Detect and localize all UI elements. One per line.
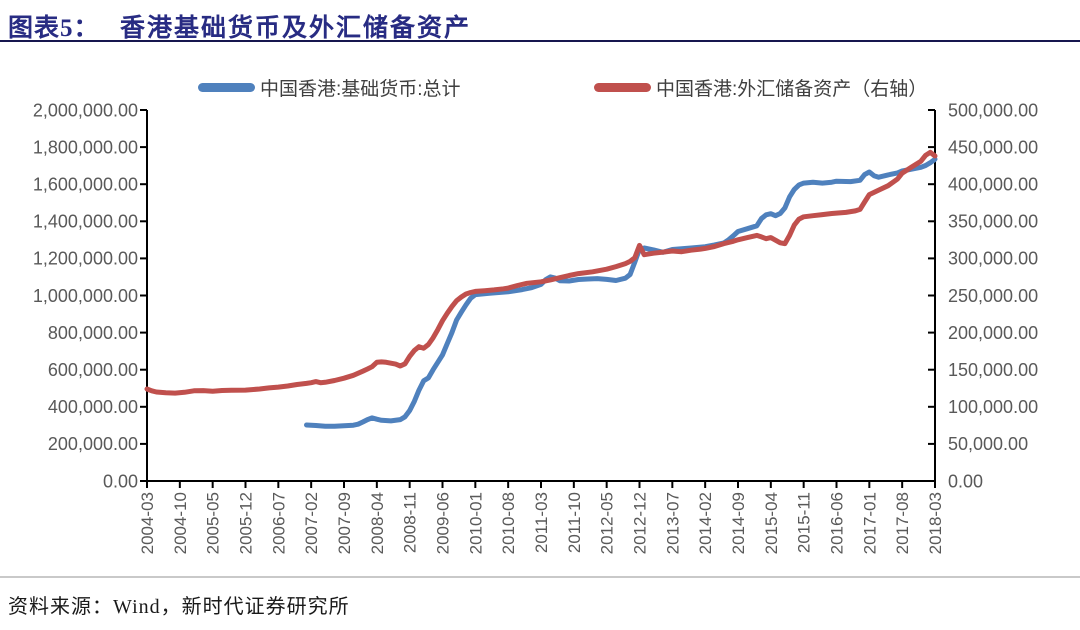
x-axis-tick-label: 2014-09 xyxy=(729,492,748,554)
right-axis-tick-label: 100,000.00 xyxy=(948,397,1038,417)
x-axis-tick-label: 2015-04 xyxy=(762,492,781,554)
legend-label-fx-reserves: 中国香港:外汇储备资产（右轴） xyxy=(656,78,928,100)
x-axis-tick-label: 2007-09 xyxy=(335,492,354,554)
x-axis-tick-label: 2010-01 xyxy=(466,492,485,554)
x-axis-tick-label: 2006-07 xyxy=(269,492,288,554)
right-axis-tick-label: 150,000.00 xyxy=(948,360,1038,380)
right-axis-tick-label: 0.00 xyxy=(948,471,983,491)
x-axis-tick-label: 2008-04 xyxy=(368,492,387,554)
x-axis-tick-label: 2018-03 xyxy=(926,492,945,554)
x-axis-tick-label: 2012-05 xyxy=(598,492,617,554)
page-title: 香港基础货币及外汇储备资产 xyxy=(120,15,472,42)
right-axis-tick-label: 350,000.00 xyxy=(948,212,1038,232)
legend-swatch-blue-icon xyxy=(198,82,255,92)
right-axis-tick-label: 300,000.00 xyxy=(948,249,1038,269)
left-axis-tick-label: 800,000.00 xyxy=(48,323,138,343)
left-axis-tick-label: 0.00 xyxy=(103,471,138,491)
x-axis-tick-label: 2017-01 xyxy=(860,492,879,554)
x-axis-tick-label: 2011-03 xyxy=(532,492,551,553)
right-axis-labels: 500,000.00 450,000.00 400,000.00 350,000.00… xyxy=(928,100,1038,491)
chart-legend: 中国香港:基础货币:总计 中国香港:外汇储备资产（右轴） xyxy=(0,72,1080,102)
legend-item-fx-reserves: 中国香港:外汇储备资产（右轴） xyxy=(594,72,927,102)
x-axis-labels: 2004-03 2004-10 2005-05 2005-12 2006-07 2007-… xyxy=(138,481,945,554)
x-axis-tick-label: 2013-07 xyxy=(663,492,682,554)
left-axis-tick-label: 600,000.00 xyxy=(48,360,138,380)
x-axis-tick-label: 2008-11 xyxy=(401,492,420,553)
right-axis-tick-label: 50,000.00 xyxy=(948,434,1028,454)
x-axis-tick-label: 2015-11 xyxy=(795,492,814,553)
right-axis-tick-label: 450,000.00 xyxy=(948,137,1038,157)
left-axis-labels: 2,000,000.00 1,800,000.00 1,600,000.00 1,40… xyxy=(33,100,147,491)
x-axis-tick-label: 2004-10 xyxy=(171,492,190,554)
right-axis-tick-label: 500,000.00 xyxy=(948,100,1038,120)
x-axis-tick-label: 2016-06 xyxy=(828,492,847,554)
x-axis-tick-label: 2009-06 xyxy=(434,492,453,554)
series-line-fx-reserves xyxy=(144,149,938,396)
series-line-base-money xyxy=(304,156,938,429)
source-note: 资料来源：Wind，新时代证券研究所 xyxy=(8,596,350,618)
right-axis-tick-label: 200,000.00 xyxy=(948,323,1038,343)
x-axis-tick-label: 2005-05 xyxy=(204,492,223,554)
left-axis-tick-label: 1,000,000.00 xyxy=(33,286,138,306)
left-axis-tick-label: 1,800,000.00 xyxy=(33,137,138,157)
left-axis-tick-label: 200,000.00 xyxy=(48,434,138,454)
figure-number: 图表5： xyxy=(8,15,100,42)
x-axis-tick-label: 2014-02 xyxy=(696,492,715,554)
x-axis-tick-label: 2010-08 xyxy=(499,492,518,554)
legend-label-base-money: 中国香港:基础货币:总计 xyxy=(260,78,461,100)
x-axis-tick-label: 2011-10 xyxy=(565,492,584,553)
axes xyxy=(146,110,936,482)
right-axis-tick-label: 250,000.00 xyxy=(948,286,1038,306)
x-axis-tick-label: 2004-03 xyxy=(138,492,157,554)
x-axis-tick-label: 2005-12 xyxy=(237,492,256,554)
left-axis-tick-label: 400,000.00 xyxy=(48,397,138,417)
x-axis-tick-label: 2012-12 xyxy=(631,492,650,554)
right-axis-tick-label: 400,000.00 xyxy=(948,175,1038,195)
left-axis-tick-label: 2,000,000.00 xyxy=(33,100,138,120)
legend-swatch-red-icon xyxy=(594,82,651,92)
legend-item-base-money: 中国香港:基础货币:总计 xyxy=(198,72,461,102)
bottom-divider xyxy=(0,576,1080,578)
left-axis-tick-label: 1,400,000.00 xyxy=(33,212,138,232)
x-axis-tick-label: 2017-08 xyxy=(893,492,912,554)
left-axis-tick-label: 1,200,000.00 xyxy=(33,249,138,269)
x-axis-tick-label: 2007-02 xyxy=(302,492,321,554)
figure-header: 图表5： 香港基础货币及外汇储备资产 xyxy=(0,0,1080,42)
left-axis-tick-label: 1,600,000.00 xyxy=(33,175,138,195)
